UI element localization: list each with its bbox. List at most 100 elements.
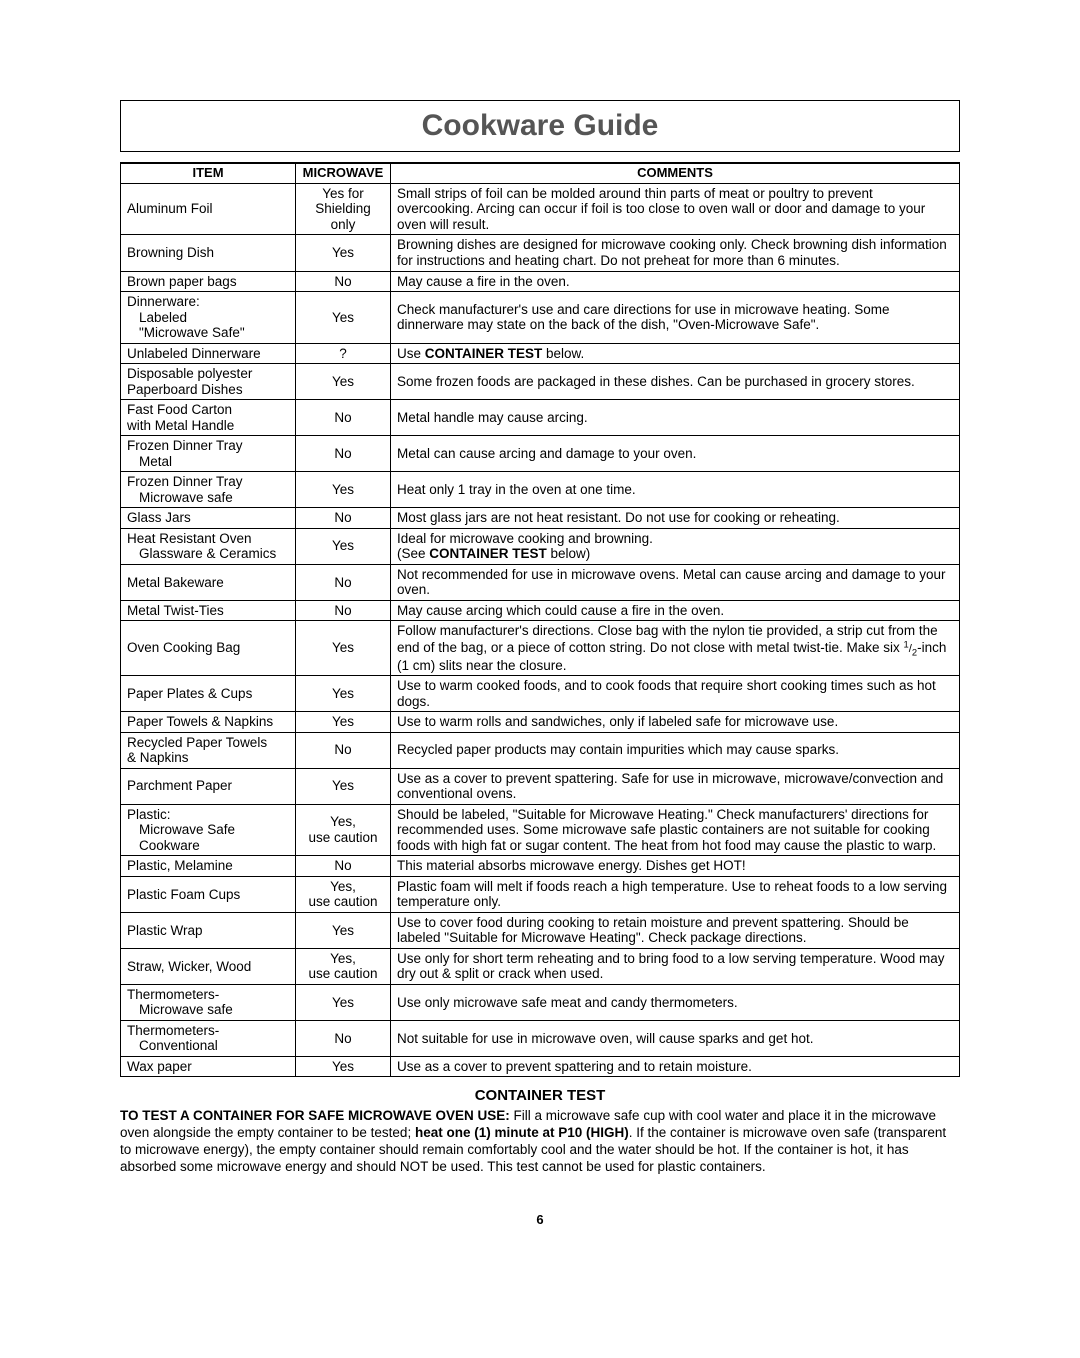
comment-cell: Most glass jars are not heat resistant. …	[391, 508, 960, 529]
item-cell: Plastic, Melamine	[121, 856, 296, 877]
table-row: Fast Food Cartonwith Metal HandleNoMetal…	[121, 400, 960, 436]
comment-cell: Recycled paper products may contain impu…	[391, 732, 960, 768]
item-cell: Unlabeled Dinnerware	[121, 343, 296, 364]
table-row: Plastic, MelamineNoThis material absorbs…	[121, 856, 960, 877]
item-cell: Paper Plates & Cups	[121, 676, 296, 712]
microwave-cell: Yes	[296, 235, 391, 271]
table-row: Unlabeled Dinnerware?Use CONTAINER TEST …	[121, 343, 960, 364]
comment-cell: Use to warm cooked foods, and to cook fo…	[391, 676, 960, 712]
item-cell: Frozen Dinner TrayMetal	[121, 436, 296, 472]
table-row: Thermometers-ConventionalNoNot suitable …	[121, 1020, 960, 1056]
container-test-lead: TO TEST A CONTAINER FOR SAFE MICROWAVE O…	[120, 1108, 510, 1123]
table-row: Brown paper bagsNoMay cause a fire in th…	[121, 271, 960, 292]
col-header-microwave: MICROWAVE	[296, 163, 391, 183]
table-row: Frozen Dinner TrayMetalNoMetal can cause…	[121, 436, 960, 472]
comment-cell: Use only for short term reheating and to…	[391, 948, 960, 984]
container-test-title: CONTAINER TEST	[120, 1087, 960, 1104]
page-number: 6	[120, 1212, 960, 1227]
table-header-row: ITEM MICROWAVE COMMENTS	[121, 163, 960, 183]
comment-cell: Should be labeled, "Suitable for Microwa…	[391, 804, 960, 856]
table-row: Plastic WrapYesUse to cover food during …	[121, 912, 960, 948]
title-box: Cookware Guide	[120, 100, 960, 152]
table-row: Straw, Wicker, WoodYes,use cautionUse on…	[121, 948, 960, 984]
item-cell: Metal Bakeware	[121, 564, 296, 600]
page: Cookware Guide ITEM MICROWAVE COMMENTS A…	[0, 0, 1080, 1358]
table-row: Thermometers-Microwave safeYesUse only m…	[121, 984, 960, 1020]
item-cell: Frozen Dinner TrayMicrowave safe	[121, 472, 296, 508]
table-row: Plastic Foam CupsYes,use cautionPlastic …	[121, 876, 960, 912]
microwave-cell: No	[296, 564, 391, 600]
comment-cell: Plastic foam will melt if foods reach a …	[391, 876, 960, 912]
item-cell: Recycled Paper Towels& Napkins	[121, 732, 296, 768]
item-cell: Metal Twist-Ties	[121, 600, 296, 621]
microwave-cell: Yes	[296, 621, 391, 676]
container-test-body: TO TEST A CONTAINER FOR SAFE MICROWAVE O…	[120, 1108, 960, 1176]
table-row: Frozen Dinner TrayMicrowave safeYesHeat …	[121, 472, 960, 508]
comment-cell: Browning dishes are designed for microwa…	[391, 235, 960, 271]
item-cell: Browning Dish	[121, 235, 296, 271]
item-cell: Plastic Wrap	[121, 912, 296, 948]
comment-cell: This material absorbs microwave energy. …	[391, 856, 960, 877]
microwave-cell: Yes for Shielding only	[296, 183, 391, 235]
microwave-cell: No	[296, 600, 391, 621]
microwave-cell: No	[296, 856, 391, 877]
table-row: Disposable polyesterPaperboard DishesYes…	[121, 364, 960, 400]
page-title: Cookware Guide	[422, 109, 659, 142]
table-row: Metal Twist-TiesNoMay cause arcing which…	[121, 600, 960, 621]
item-cell: Fast Food Cartonwith Metal Handle	[121, 400, 296, 436]
comment-cell: Small strips of foil can be molded aroun…	[391, 183, 960, 235]
comment-cell: Ideal for microwave cooking and browning…	[391, 528, 960, 564]
microwave-cell: No	[296, 271, 391, 292]
comment-cell: Use to warm rolls and sandwiches, only i…	[391, 712, 960, 733]
table-row: Browning DishYesBrowning dishes are desi…	[121, 235, 960, 271]
item-cell: Thermometers-Microwave safe	[121, 984, 296, 1020]
item-cell: Heat Resistant OvenGlassware & Ceramics	[121, 528, 296, 564]
microwave-cell: Yes	[296, 984, 391, 1020]
item-cell: Plastic Foam Cups	[121, 876, 296, 912]
microwave-cell: No	[296, 732, 391, 768]
comment-cell: Not suitable for use in microwave oven, …	[391, 1020, 960, 1056]
microwave-cell: No	[296, 1020, 391, 1056]
microwave-cell: Yes	[296, 676, 391, 712]
item-cell: Aluminum Foil	[121, 183, 296, 235]
col-header-item: ITEM	[121, 163, 296, 183]
item-cell: Paper Towels & Napkins	[121, 712, 296, 733]
table-row: Parchment PaperYesUse as a cover to prev…	[121, 768, 960, 804]
item-cell: Dinnerware:Labeled"Microwave Safe"	[121, 292, 296, 344]
comment-cell: Check manufacturer's use and care direct…	[391, 292, 960, 344]
item-cell: Thermometers-Conventional	[121, 1020, 296, 1056]
item-cell: Disposable polyesterPaperboard Dishes	[121, 364, 296, 400]
table-row: Plastic:Microwave SafeCookwareYes,use ca…	[121, 804, 960, 856]
table-row: Metal BakewareNoNot recommended for use …	[121, 564, 960, 600]
comment-cell: Use only microwave safe meat and candy t…	[391, 984, 960, 1020]
microwave-cell: No	[296, 436, 391, 472]
microwave-cell: Yes	[296, 472, 391, 508]
microwave-cell: Yes	[296, 912, 391, 948]
item-cell: Oven Cooking Bag	[121, 621, 296, 676]
comment-cell: Some frozen foods are packaged in these …	[391, 364, 960, 400]
table-row: Paper Towels & NapkinsYesUse to warm rol…	[121, 712, 960, 733]
microwave-cell: Yes	[296, 528, 391, 564]
col-header-comments: COMMENTS	[391, 163, 960, 183]
comment-cell: Use to cover food during cooking to reta…	[391, 912, 960, 948]
microwave-cell: Yes,use caution	[296, 948, 391, 984]
comment-cell: Follow manufacturer's directions. Close …	[391, 621, 960, 676]
microwave-cell: Yes	[296, 712, 391, 733]
table-row: Wax paperYesUse as a cover to prevent sp…	[121, 1056, 960, 1077]
comment-cell: Metal can cause arcing and damage to you…	[391, 436, 960, 472]
table-row: Heat Resistant OvenGlassware & CeramicsY…	[121, 528, 960, 564]
microwave-cell: Yes	[296, 292, 391, 344]
comment-cell: May cause arcing which could cause a fir…	[391, 600, 960, 621]
microwave-cell: Yes	[296, 768, 391, 804]
comment-cell: Use as a cover to prevent spattering. Sa…	[391, 768, 960, 804]
comment-cell: Not recommended for use in microwave ove…	[391, 564, 960, 600]
comment-cell: Metal handle may cause arcing.	[391, 400, 960, 436]
item-cell: Parchment Paper	[121, 768, 296, 804]
item-cell: Plastic:Microwave SafeCookware	[121, 804, 296, 856]
table-row: Aluminum FoilYes for Shielding onlySmall…	[121, 183, 960, 235]
container-test-bold: heat one (1) minute at P10 (HIGH)	[415, 1125, 629, 1140]
table-row: Dinnerware:Labeled"Microwave Safe"YesChe…	[121, 292, 960, 344]
comment-cell: May cause a fire in the oven.	[391, 271, 960, 292]
microwave-cell: Yes	[296, 364, 391, 400]
table-row: Oven Cooking BagYesFollow manufacturer's…	[121, 621, 960, 676]
